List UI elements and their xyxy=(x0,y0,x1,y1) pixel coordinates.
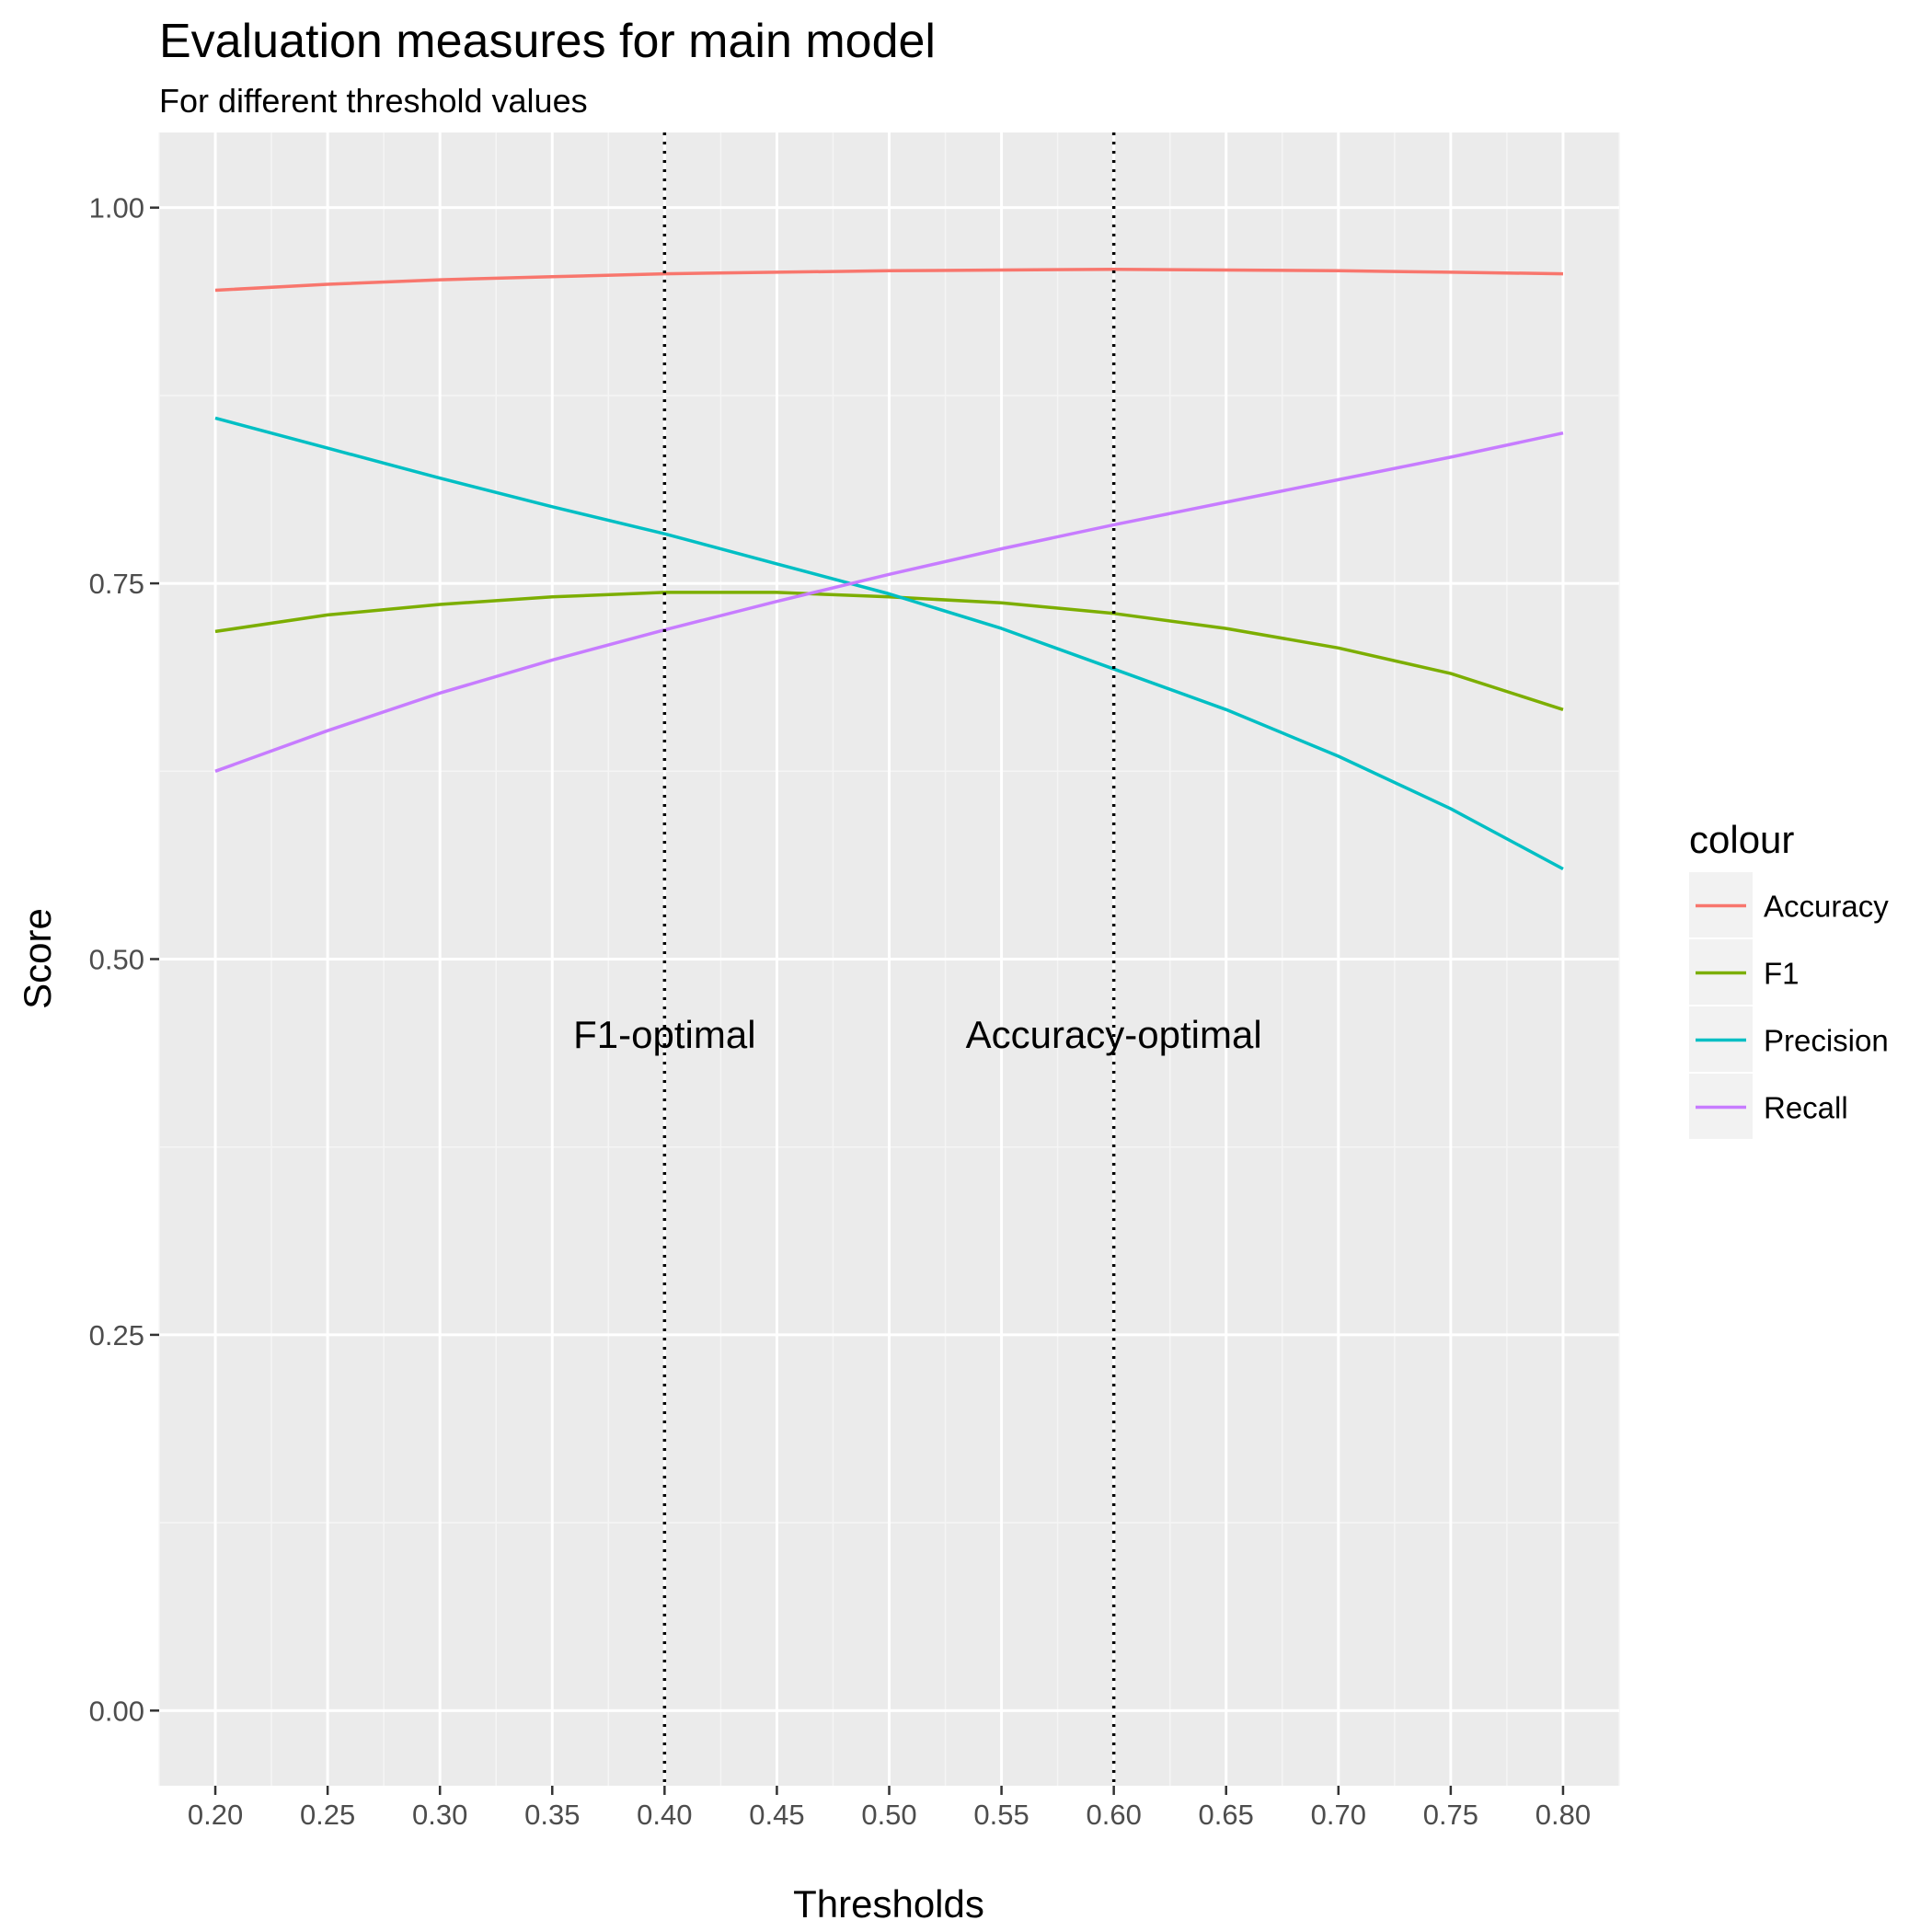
chart-subtitle: For different threshold values xyxy=(159,82,588,120)
series-line-precision xyxy=(214,416,1564,871)
legend-label: Accuracy xyxy=(1764,890,1889,924)
y-tick-label: 0.25 xyxy=(89,1319,144,1351)
y-axis-title: Score xyxy=(16,908,59,1009)
x-tick-label: 0.40 xyxy=(637,1799,692,1831)
x-tick-label: 0.35 xyxy=(524,1799,580,1831)
y-axis: 0.00 0.25 0.50 0.75 1.00 xyxy=(89,192,159,1727)
annotation-layer: F1-optimal Accuracy-optimal xyxy=(573,132,1262,1786)
legend: colour Accuracy F1 Precision Recall xyxy=(1689,818,1889,1139)
legend-label: F1 xyxy=(1764,957,1800,991)
x-tick-label: 0.25 xyxy=(300,1799,355,1831)
x-tick-label: 0.65 xyxy=(1199,1799,1254,1831)
x-tick-label: 0.50 xyxy=(861,1799,916,1831)
series-line-accuracy xyxy=(214,267,1564,293)
series-line-f1 xyxy=(214,591,1564,711)
legend-label: Precision xyxy=(1764,1024,1889,1058)
chart-title: Evaluation measures for main model xyxy=(159,15,936,68)
x-axis-title: Thresholds xyxy=(793,1882,984,1926)
x-tick-label: 0.75 xyxy=(1423,1799,1478,1831)
x-tick-label: 0.20 xyxy=(188,1799,243,1831)
x-tick-label: 0.60 xyxy=(1086,1799,1141,1831)
grid-major xyxy=(159,132,1619,1786)
x-axis: 0.20 0.25 0.30 0.35 0.40 0.45 0.50 0.55 0.60 0.65… xyxy=(188,1786,1591,1831)
series-layer xyxy=(214,267,1564,871)
y-tick-label: 0.00 xyxy=(89,1695,144,1727)
series-line-recall xyxy=(214,431,1564,773)
legend-title: colour xyxy=(1689,818,1794,861)
y-tick-label: 0.75 xyxy=(89,568,144,600)
annotation-label: Accuracy-optimal xyxy=(966,1013,1262,1056)
x-tick-label: 0.80 xyxy=(1535,1799,1591,1831)
y-tick-label: 1.00 xyxy=(89,192,144,224)
legend-label: Recall xyxy=(1764,1091,1848,1125)
x-tick-label: 0.30 xyxy=(412,1799,467,1831)
x-tick-label: 0.55 xyxy=(973,1799,1029,1831)
x-tick-label: 0.45 xyxy=(749,1799,804,1831)
annotation-label: F1-optimal xyxy=(573,1013,755,1056)
x-tick-label: 0.70 xyxy=(1311,1799,1366,1831)
y-tick-label: 0.50 xyxy=(89,944,144,976)
